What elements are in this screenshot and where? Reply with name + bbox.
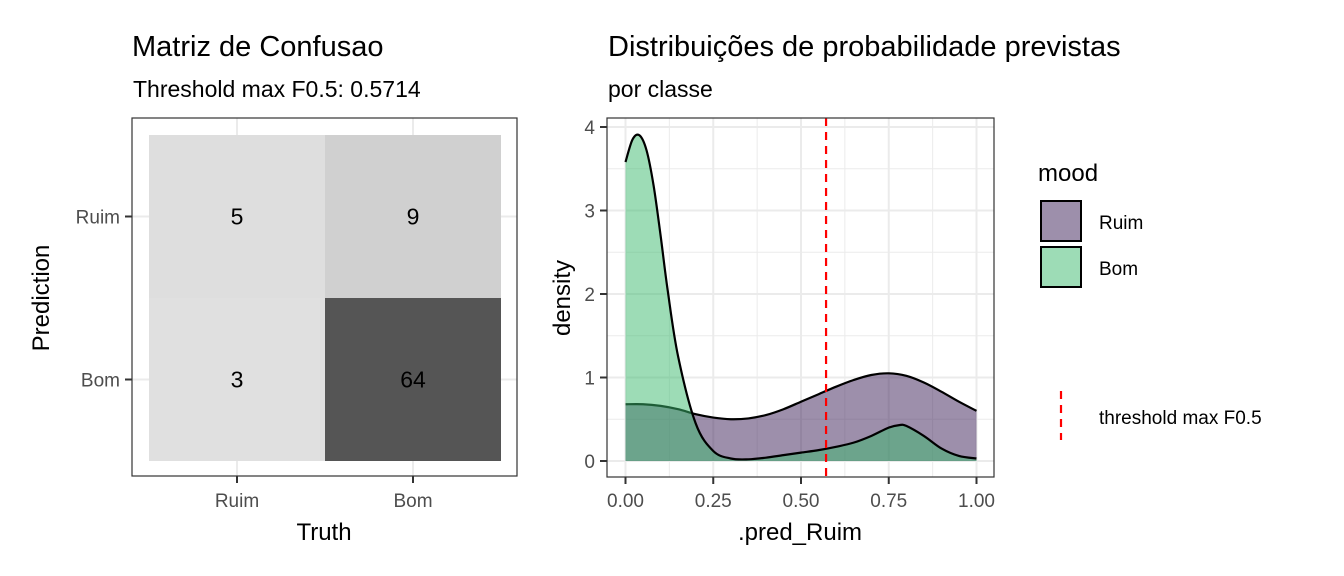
legend-key-bom: [1040, 246, 1082, 288]
cm-x-tick-label-ruim: Ruim: [215, 491, 259, 512]
cm-panel-border: [131, 117, 518, 477]
density-area-bom: [625, 134, 977, 461]
cm-cell-ruim-bom: [149, 298, 325, 461]
density-x-tick-label: 1.00: [958, 491, 995, 512]
cm-x-tick-label-bom: Bom: [393, 491, 432, 512]
cm-cells: 5 9 3 64: [149, 135, 501, 461]
cm-y-tick-label-ruim: Ruim: [76, 208, 120, 229]
legend-entries: Ruim Bom: [1040, 200, 1143, 288]
density-subtitle: por classe: [608, 76, 713, 102]
cm-cell-bom-bom: [325, 298, 501, 461]
density-y-tick-label: 4: [584, 118, 595, 139]
density-x-tick-label: 0.00: [607, 491, 644, 512]
density-x-axis-title: .pred_Ruim: [738, 519, 862, 546]
cm-y-tick-label-bom: Bom: [81, 371, 120, 392]
cm-cell-value: 3: [231, 367, 244, 393]
cm-cell-value: 64: [400, 367, 426, 393]
legend-label-bom: Bom: [1099, 259, 1138, 280]
density-y-tick-label: 3: [584, 202, 595, 223]
density-y-tick-label: 1: [584, 369, 595, 390]
density-x-tick-label: 0.25: [695, 491, 732, 512]
density-x-tick-label: 0.75: [870, 491, 907, 512]
density-ticks: 0.00 0.25 0.50 0.75 1.00 0 1 2 3 4: [584, 118, 995, 512]
density-x-tick-label: 0.50: [783, 491, 820, 512]
legend-label-ruim: Ruim: [1099, 213, 1143, 234]
legend-threshold-label: threshold max F0.5: [1099, 408, 1262, 429]
confusion-matrix-chart: Matriz de Confusao Threshold max F0.5: 0…: [28, 31, 518, 546]
cm-ticks: Ruim Bom Ruim Bom: [76, 208, 433, 513]
density-y-tick-label: 2: [584, 285, 595, 306]
cm-x-axis-title: Truth: [296, 519, 351, 546]
density-areas: [624, 133, 978, 461]
cm-subtitle: Threshold max F0.5: 0.5714: [133, 76, 421, 102]
density-title: Distribuições de probabilidade previstas: [608, 31, 1121, 63]
density-y-axis-title: density: [549, 260, 576, 336]
legend-key-ruim: [1040, 200, 1082, 242]
legend-title: mood: [1038, 160, 1098, 187]
density-y-tick-label: 0: [584, 452, 595, 473]
cm-cell-ruim-ruim: [149, 135, 325, 298]
cm-cell-bom-ruim: [325, 135, 501, 298]
legend: mood Ruim Bom threshold max F0.5: [1038, 160, 1262, 440]
density-chart: Distribuições de probabilidade previstas…: [549, 31, 1121, 546]
cm-cell-value: 9: [407, 204, 420, 230]
cm-title: Matriz de Confusao: [132, 31, 383, 63]
density-line-bom: [624, 133, 977, 461]
cm-y-axis-title: Prediction: [28, 245, 55, 352]
cm-cell-value: 5: [231, 204, 244, 230]
